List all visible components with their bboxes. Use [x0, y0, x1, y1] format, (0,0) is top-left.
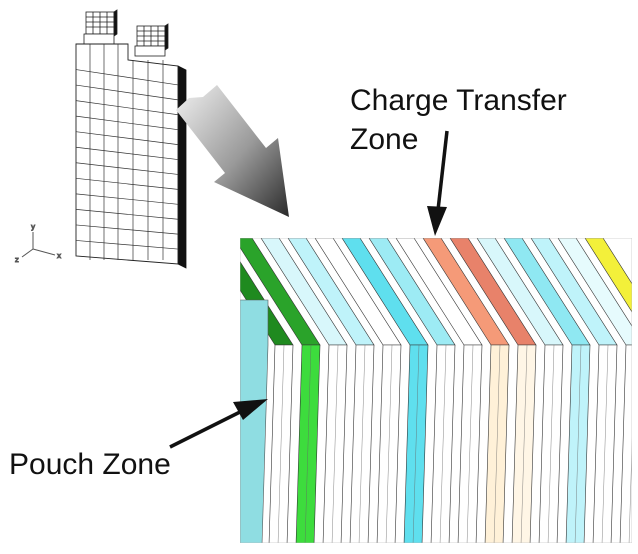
zoom-arrow-icon — [176, 85, 289, 217]
pouch-side — [240, 299, 269, 543]
axis-x-label: x — [57, 252, 61, 260]
charge-transfer-label-line2: Zone — [350, 123, 419, 156]
battery-cell-wireframe — [75, 9, 187, 269]
tab-left — [83, 9, 118, 45]
cell-body — [75, 43, 187, 269]
axis-z-label: z — [15, 256, 19, 264]
layer-top — [557, 238, 632, 346]
axis-triad: y x z — [15, 223, 62, 265]
zoomed-layer-stack — [240, 238, 632, 543]
charge-transfer-arrow — [427, 130, 449, 236]
pouch-zone-arrow — [169, 399, 268, 449]
axis-y-label: y — [31, 223, 35, 231]
charge-transfer-label: Charge Transfer — [350, 84, 567, 117]
pouch-zone-label: Pouch Zone — [9, 448, 171, 481]
layer-face — [619, 344, 632, 543]
tab-right — [134, 23, 169, 57]
layer-top — [584, 238, 632, 313]
